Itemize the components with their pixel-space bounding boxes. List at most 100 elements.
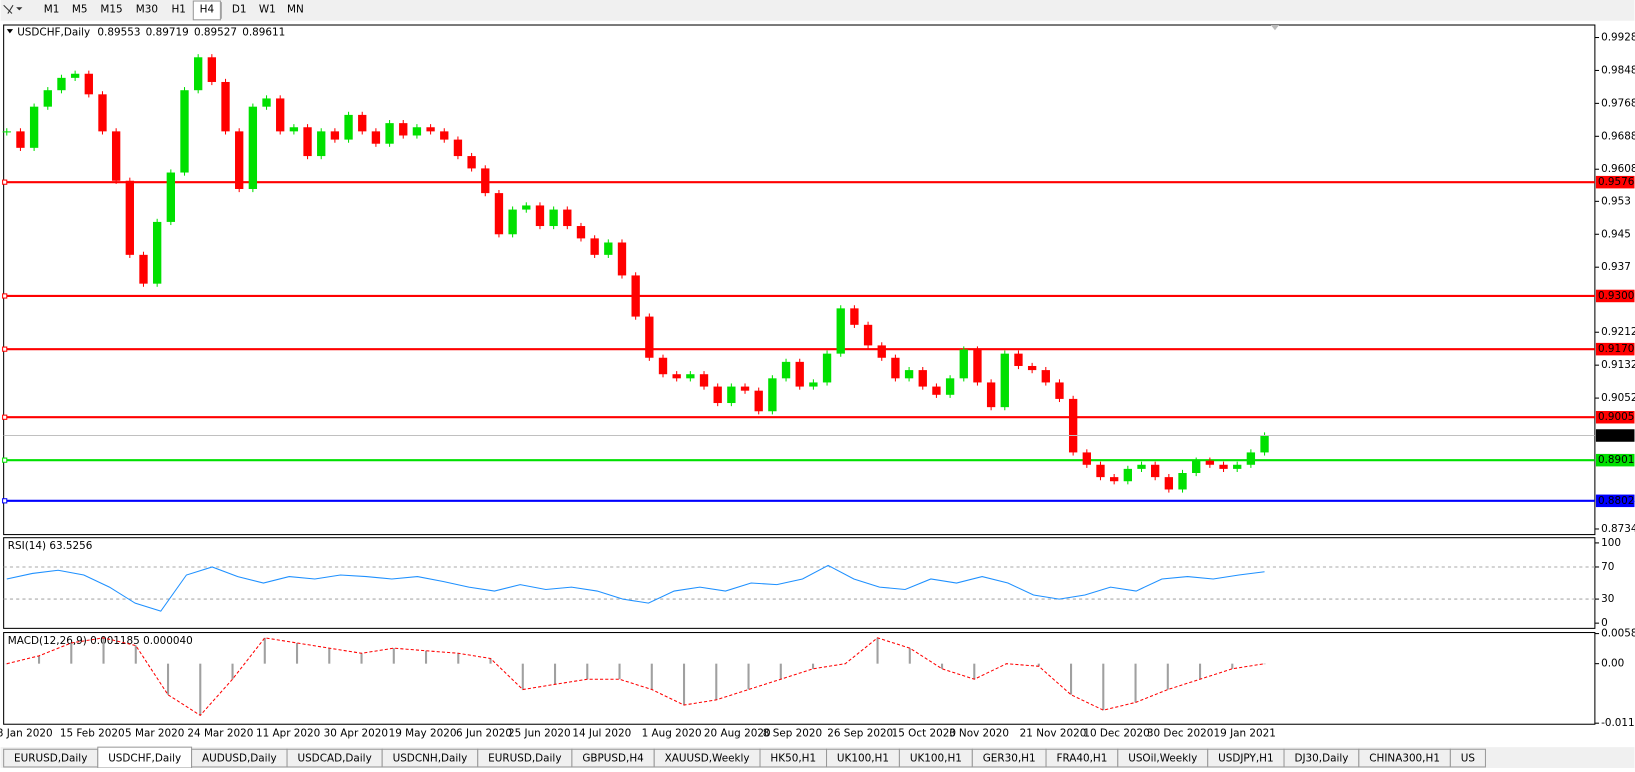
candle — [918, 370, 927, 387]
candle — [70, 73, 80, 78]
level-handle[interactable] — [2, 414, 8, 420]
candle — [508, 209, 517, 235]
level-handle[interactable] — [2, 498, 8, 504]
timeframe-button[interactable]: M5 — [72, 3, 88, 15]
histogram-bar — [553, 663, 557, 685]
histogram-bar — [811, 663, 815, 669]
timeframe-button[interactable]: W1 — [259, 3, 276, 15]
tab-label[interactable]: EURUSD,Daily — [488, 753, 561, 765]
candle — [317, 131, 326, 157]
tab-label[interactable]: EURUSD,Daily — [14, 753, 87, 765]
x-tick-label: 6 Jun 2020 — [456, 728, 512, 740]
histogram-bar — [747, 663, 750, 690]
timeframe-button[interactable]: M15 — [100, 3, 122, 15]
tab-label[interactable]: GER30,H1 — [983, 753, 1036, 765]
level-tag — [1595, 410, 1635, 424]
candle — [863, 324, 873, 346]
level-label: 0.90055 — [1598, 411, 1635, 423]
candle — [795, 361, 804, 387]
candle — [440, 131, 449, 140]
timeframe-button[interactable]: D1 — [232, 3, 247, 15]
x-tick-label: 15 Oct 2020 — [892, 728, 956, 740]
y-tick-label: 0.9132 — [1601, 359, 1635, 371]
tab-label[interactable]: CHINA300,H1 — [1369, 753, 1440, 765]
panel-menu-icon[interactable] — [6, 29, 14, 34]
candle — [1109, 477, 1119, 482]
dropdown-icon[interactable] — [16, 7, 23, 11]
histogram-bar — [1166, 663, 1169, 690]
candle — [43, 90, 52, 107]
candle — [125, 180, 134, 255]
level-label: 0.89012 — [1598, 454, 1635, 466]
histogram-bar — [876, 637, 879, 664]
candle — [98, 94, 107, 132]
candle — [959, 349, 968, 379]
candle — [645, 316, 654, 358]
histogram-bar — [650, 663, 653, 690]
candle — [1233, 464, 1242, 469]
candle — [904, 370, 914, 379]
rsi-title: RSI(14) 63.5256 — [8, 540, 93, 552]
candle — [385, 123, 394, 144]
candle — [426, 127, 435, 132]
cursor-icon[interactable] — [3, 4, 14, 14]
timeframe-button[interactable]: H4 — [200, 3, 215, 15]
candle — [1014, 353, 1023, 366]
level-label: 0.93001 — [1598, 290, 1635, 302]
tab-label[interactable]: GBPUSD,H4 — [582, 753, 644, 765]
timeframe-button[interactable]: H1 — [171, 3, 185, 15]
tab-label[interactable]: USDCHF,Daily — [108, 753, 181, 765]
candle — [1164, 477, 1174, 490]
tab-label[interactable]: AUDUSD,Daily — [202, 753, 277, 765]
histogram-bar — [166, 663, 170, 695]
candle — [1082, 452, 1091, 465]
candle — [631, 275, 640, 317]
histogram-bar — [231, 663, 234, 680]
tab-label[interactable]: USDCAD,Daily — [297, 753, 371, 765]
timeframe-button[interactable]: M1 — [44, 3, 60, 15]
y-tick-label: 0.937 — [1601, 261, 1631, 273]
candle — [412, 127, 422, 136]
candle — [1055, 382, 1064, 399]
candle — [1192, 460, 1201, 474]
tab-label[interactable]: HK50,H1 — [770, 753, 816, 765]
candle — [276, 98, 285, 132]
tab[interactable] — [1449, 748, 1486, 768]
histogram-bar — [37, 655, 41, 664]
candle — [248, 106, 258, 189]
timeframe-button[interactable]: MN — [287, 3, 304, 15]
tab-label[interactable]: UK100,H1 — [837, 753, 889, 765]
candle — [590, 238, 599, 255]
candle — [139, 254, 148, 284]
y-tick-label: 0.005818 — [1601, 628, 1635, 640]
histogram-bar — [715, 663, 718, 700]
tab-label[interactable]: UK100,H1 — [910, 753, 962, 765]
candle — [932, 386, 941, 395]
tab-label[interactable]: DJ30,Daily — [1294, 753, 1348, 765]
candle — [836, 308, 845, 354]
level-handle[interactable] — [2, 179, 8, 185]
candle — [973, 349, 982, 383]
level-handle[interactable] — [2, 346, 8, 352]
rsi-panel — [3, 537, 1596, 629]
x-tick-label: 30 Apr 2020 — [324, 728, 388, 740]
histogram-bar — [489, 658, 492, 664]
candle — [1246, 452, 1256, 465]
tab-label[interactable]: FRA40,H1 — [1056, 753, 1107, 765]
candle — [152, 221, 162, 284]
tab-label[interactable]: US — [1461, 753, 1476, 765]
candle — [494, 193, 504, 235]
tab-label[interactable]: USDJPY,H1 — [1218, 753, 1273, 765]
level-tag — [1595, 453, 1635, 467]
level-handle[interactable] — [2, 457, 8, 463]
tab-label[interactable]: XAUUSD,Weekly — [665, 753, 750, 765]
ohlc-value: 0.89719 — [146, 26, 189, 38]
timeframe-button[interactable]: M30 — [136, 3, 158, 15]
histogram-bar — [360, 653, 363, 664]
tab-label[interactable]: USOil,Weekly — [1128, 753, 1197, 765]
macd-title: MACD(12,26,9) 0.001185 0.000040 — [8, 635, 193, 647]
level-handle[interactable] — [2, 293, 8, 299]
histogram-bar — [102, 637, 105, 664]
tab-label[interactable]: USDCNH,Daily — [393, 753, 468, 765]
candle — [235, 131, 244, 189]
